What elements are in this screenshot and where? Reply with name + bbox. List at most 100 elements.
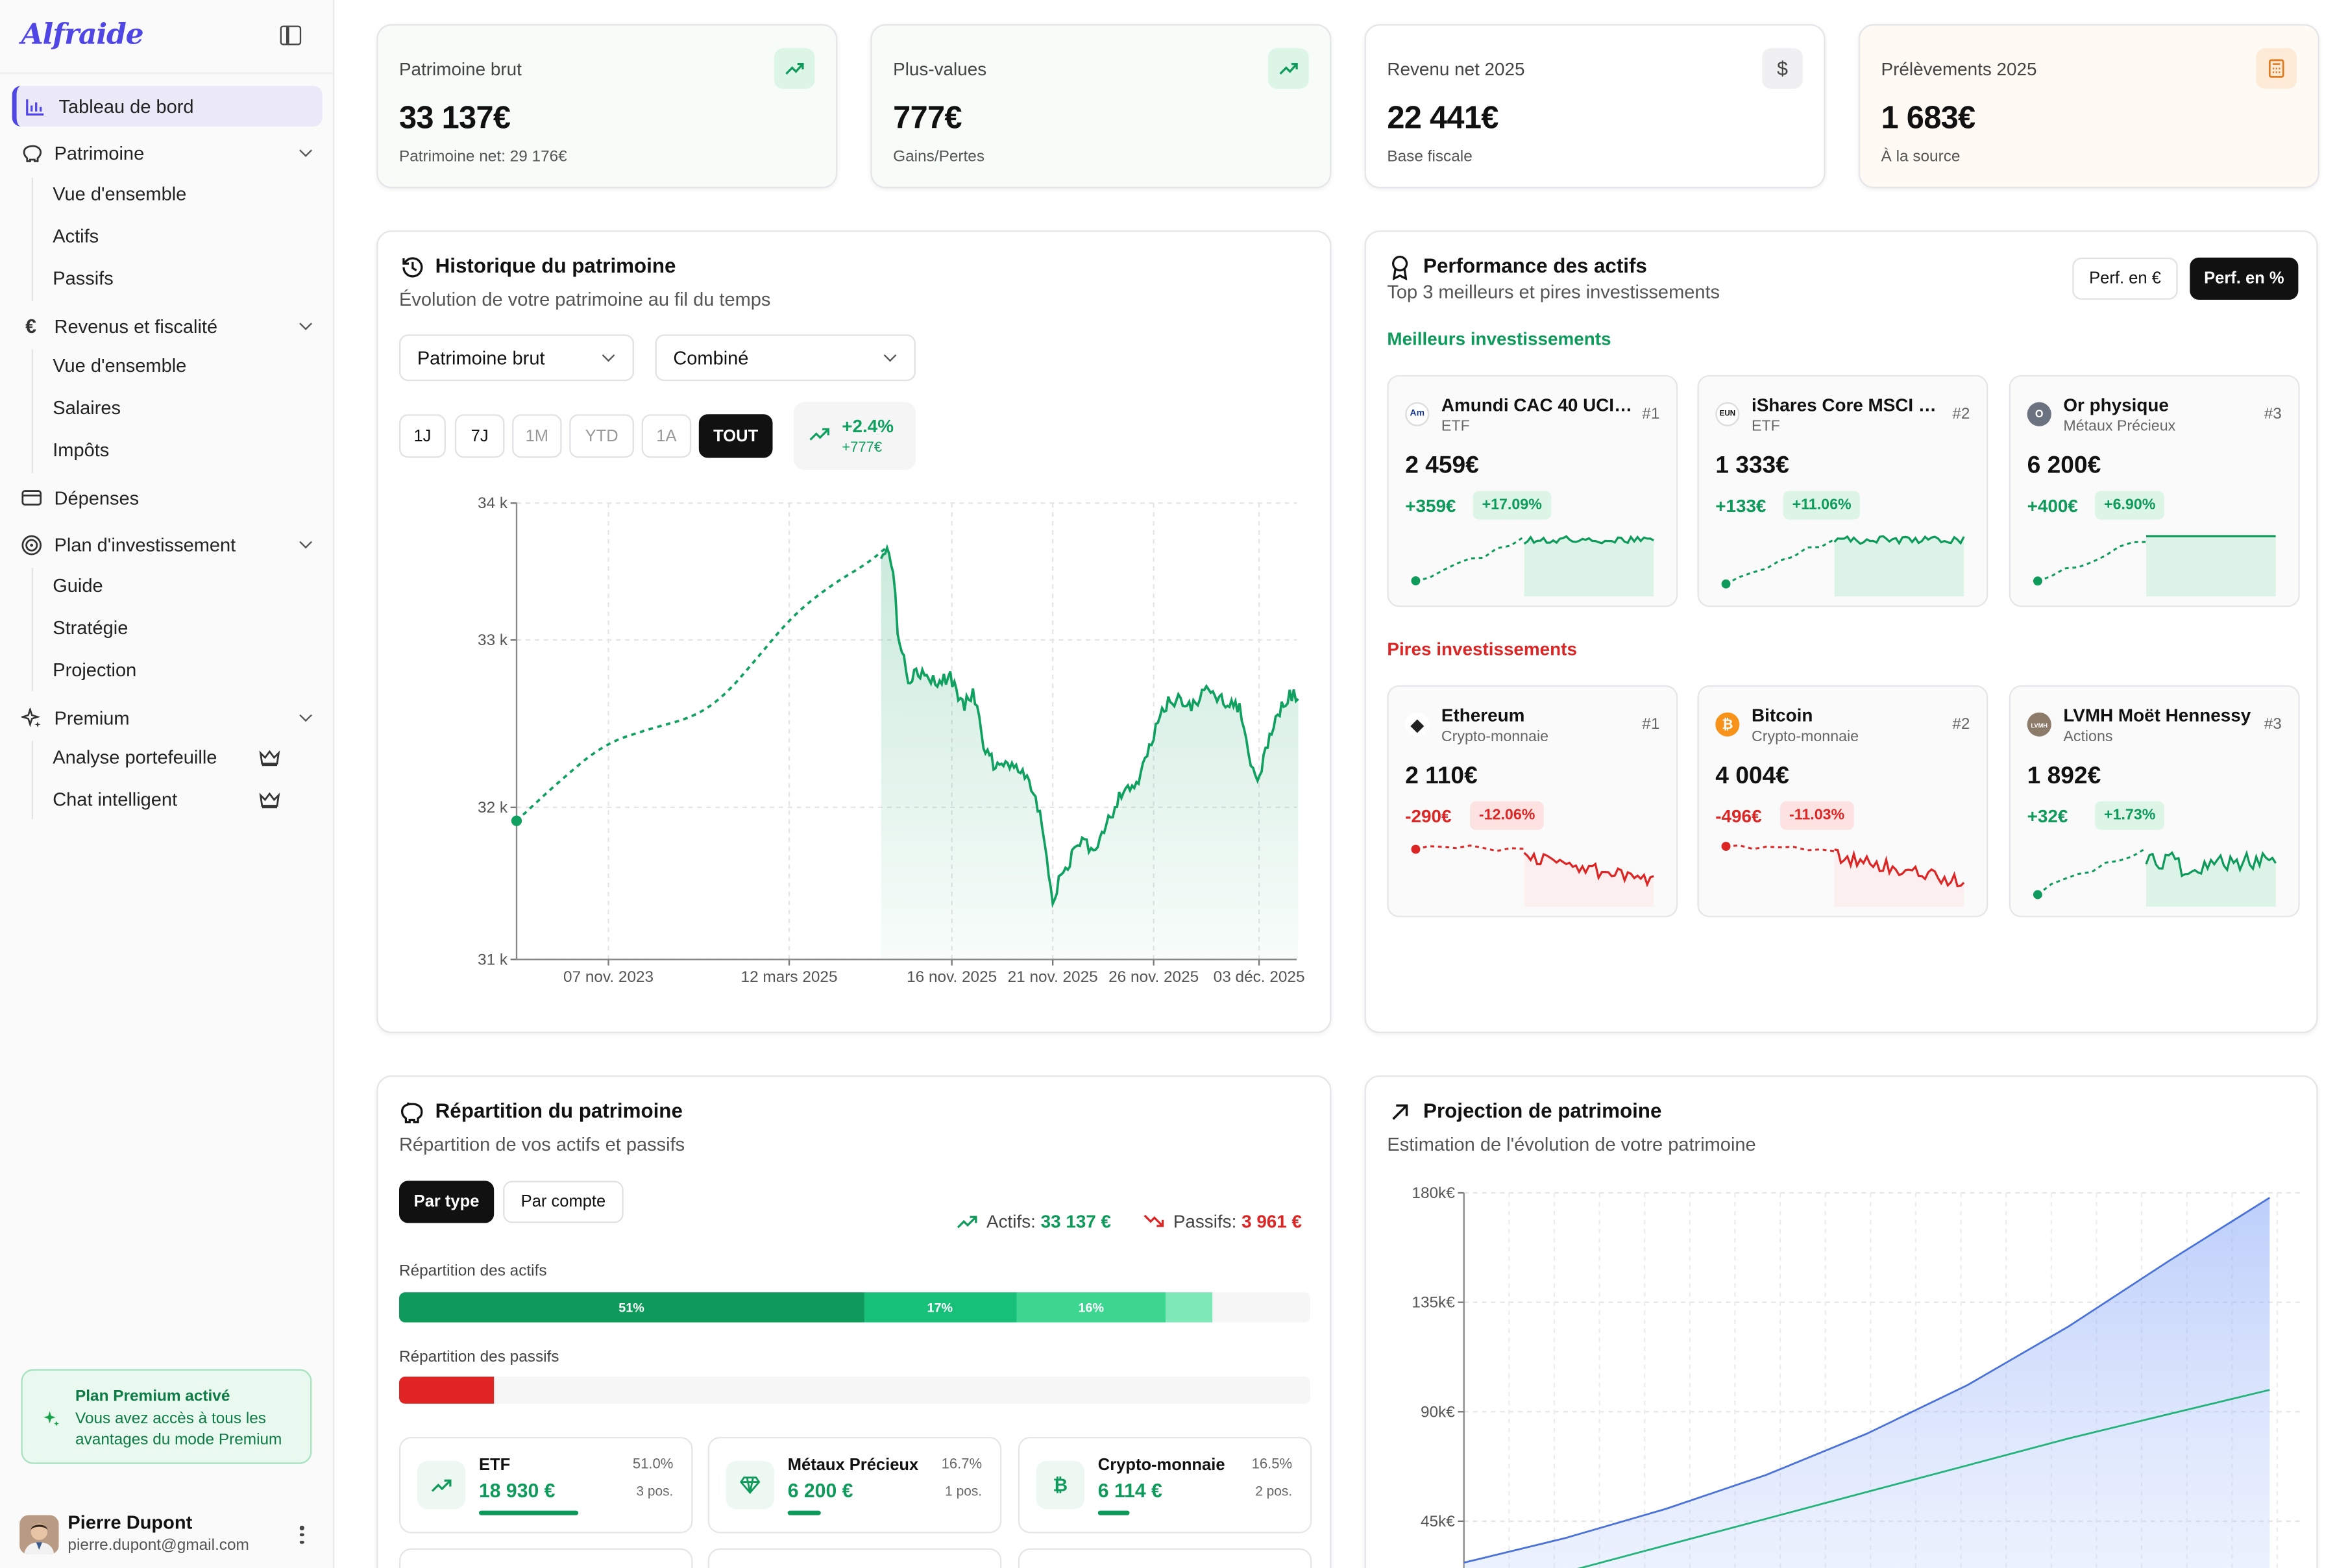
investment-rank: #1: [1642, 405, 1660, 424]
kpi-card-plus-values: Plus-values 777€ Gains/Pertes: [870, 24, 1332, 189]
investment-card[interactable]: ◆ Ethereum Crypto-monnaie #1 2 110€ -290€ -12.…: [1387, 685, 1678, 918]
performance-title: Performance des actifs: [1423, 254, 1647, 278]
metric-select[interactable]: Patrimoine brut: [398, 334, 635, 382]
mode-select[interactable]: Combiné: [655, 334, 916, 382]
more-options-icon[interactable]: [299, 1525, 304, 1544]
projection-area: [1463, 1197, 2270, 1568]
investment-rank: #3: [2264, 405, 2282, 424]
investment-value: 4 004€: [1715, 763, 1789, 790]
sidebar-item-plan[interactable]: Plan d'investissement: [12, 524, 323, 565]
asset-category-card[interactable]: Crédit Auto9.6%: [398, 1548, 693, 1568]
asset-category-card[interactable]: ₿ Crypto-monnaie 16.5% 6 114 € 2 pos.: [1018, 1436, 1312, 1534]
asset-category-value: 6 114 €: [1097, 1478, 1162, 1502]
sidebar-item-patrimoine[interactable]: Patrimoine: [12, 132, 323, 173]
crown-icon: [259, 750, 280, 766]
sparkline-start-dot: [2033, 576, 2042, 586]
sidebar-subitem-analyse[interactable]: Analyse portefeuille: [53, 747, 217, 768]
sidebar-item-dashboard[interactable]: Tableau de bord: [12, 86, 323, 127]
sidebar-subitem-salaires[interactable]: Salaires: [53, 397, 121, 419]
submenu-line: [31, 567, 34, 692]
range-ytd[interactable]: YTD: [569, 414, 635, 458]
sidebar-item-label: Dépenses: [54, 487, 140, 509]
range-1a[interactable]: 1A: [641, 414, 692, 458]
sidebar-subitem-guide[interactable]: Guide: [53, 575, 103, 596]
sidebar-item-revenus[interactable]: € Revenus et fiscalité: [12, 306, 323, 347]
sparkline-start-dot: [2033, 890, 2042, 900]
sparkline-line: [1523, 535, 1654, 545]
projection-chart: 180k€ 135k€ 90k€ 45k€: [1412, 1184, 2300, 1568]
best-investments-label: Meilleurs investissements: [1387, 328, 1611, 350]
asset-category-card[interactable]: Métaux Précieux 16.7% 6 200 € 1 pos.: [707, 1436, 1002, 1534]
investment-sparkline: [1411, 844, 1654, 907]
sidebar-item-premium[interactable]: Premium: [12, 697, 323, 738]
sidebar-subitem-impots[interactable]: Impôts: [53, 439, 110, 461]
investment-name: Or physique: [2063, 395, 2169, 416]
sidebar-divider: [0, 72, 333, 74]
investment-value: 1 892€: [2027, 763, 2101, 790]
investment-card[interactable]: O Or physique Métaux Précieux #3 6 200€ +400€…: [2009, 374, 2300, 607]
award-icon: [1392, 256, 1408, 280]
investment-card[interactable]: LVMH LVMH Moët Hennessy Actions #3 1 892€ +32…: [2009, 685, 2300, 918]
asset-category-card[interactable]: ETF 51.0% 18 930 € 3 pos.: [398, 1436, 693, 1534]
arrow-up-right-icon: [1392, 1104, 1408, 1120]
sidebar-item-depenses[interactable]: Dépenses: [12, 478, 323, 519]
history-subtitle: Évolution de votre patrimoine au fil du …: [398, 289, 771, 311]
app-logo[interactable]: Alfraide: [21, 18, 143, 51]
sidebar-toggle-icon[interactable]: [280, 25, 302, 45]
sidebar-subitem-revenus-overview[interactable]: Vue d'ensemble: [53, 355, 187, 377]
asset-logo: LVMH: [2027, 712, 2051, 737]
sidebar-subitem-patrimoine-overview[interactable]: Vue d'ensemble: [53, 184, 187, 205]
calculator-icon: [2256, 48, 2297, 89]
investment-type: Crypto-monnaie: [1441, 729, 1549, 746]
investment-card[interactable]: Am Amundi CAC 40 UCITS ETF ETF #1 2 459€ +359…: [1387, 374, 1678, 607]
sidebar: Alfraide Tableau de bord Patrimoine Vue …: [0, 0, 335, 1568]
kpi-subtext: À la source: [1881, 147, 1961, 166]
investment-sparkline: [1721, 842, 1965, 907]
by-account-button[interactable]: Par compte: [503, 1181, 624, 1223]
sparkline-line: [1834, 848, 1965, 888]
y-tick-label: 45k€: [1421, 1513, 1455, 1530]
asset-category-card[interactable]: Actions5.1%: [707, 1548, 1002, 1568]
premium-title: Plan Premium activé: [75, 1387, 230, 1406]
investment-percent-badge: +17.09%: [1473, 491, 1551, 520]
x-tick-label: 21 nov. 2025: [1008, 968, 1098, 986]
range-1j[interactable]: 1J: [398, 414, 446, 458]
sparkline-area: [1524, 536, 1654, 596]
investment-card[interactable]: ₿ Bitcoin Crypto-monnaie #2 4 004€ -496€ -11.0…: [1697, 685, 1988, 918]
asset-category-percent: 16.5%: [1251, 1456, 1293, 1473]
history-card: Historique du patrimoine Évolution de vo…: [376, 230, 1332, 1034]
premium-status-box: Plan Premium activé Vous avez accès à to…: [21, 1369, 312, 1464]
user-name: Pierre Dupont: [67, 1512, 193, 1534]
passifs-segment: [398, 1377, 494, 1404]
chevron-down-icon: [602, 349, 615, 362]
range-7j[interactable]: 7J: [454, 414, 505, 458]
sparkline-area: [2146, 852, 2276, 907]
sidebar-subitem-passifs[interactable]: Passifs: [53, 268, 114, 289]
sidebar-subitem-strategie[interactable]: Stratégie: [53, 617, 128, 639]
projection-subtitle: Estimation de l'évolution de votre patri…: [1387, 1134, 1756, 1155]
perf-eur-button[interactable]: Perf. en €: [2072, 257, 2178, 300]
investment-sparkline: [1411, 535, 1654, 596]
investment-name: Amundi CAC 40 UCITS ETF: [1441, 395, 1634, 416]
target-icon: [19, 533, 42, 556]
investment-card[interactable]: EUN iShares Core MSCI World ETF #2 1 333€ +13…: [1697, 374, 1988, 607]
by-type-button[interactable]: Par type: [398, 1181, 495, 1223]
sparkline-history: [1415, 844, 1524, 852]
perf-pct-button[interactable]: Perf. en %: [2190, 257, 2299, 300]
range-1m[interactable]: 1M: [512, 414, 562, 458]
range-tout[interactable]: TOUT: [698, 414, 773, 458]
asset-category-card[interactable]: Crédit Consommation1.0%: [1018, 1548, 1312, 1568]
investment-value: 1 333€: [1715, 453, 1789, 479]
kpi-label: Patrimoine brut: [398, 58, 522, 80]
actifs-label: Actifs:: [986, 1210, 1036, 1232]
sidebar-subitem-chat[interactable]: Chat intelligent: [53, 789, 178, 811]
sidebar-subitem-actifs[interactable]: Actifs: [53, 226, 99, 247]
sidebar-subitem-projection[interactable]: Projection: [53, 659, 137, 681]
sidebar-item-label: Tableau de bord: [58, 95, 194, 117]
actifs-segment: 17%: [864, 1292, 1016, 1323]
premium-text: Vous avez accès à tous les avantages du …: [75, 1410, 282, 1449]
sparkline-line: [1833, 535, 1965, 546]
investment-rank: #1: [1642, 715, 1660, 734]
crown-icon: [259, 792, 280, 809]
